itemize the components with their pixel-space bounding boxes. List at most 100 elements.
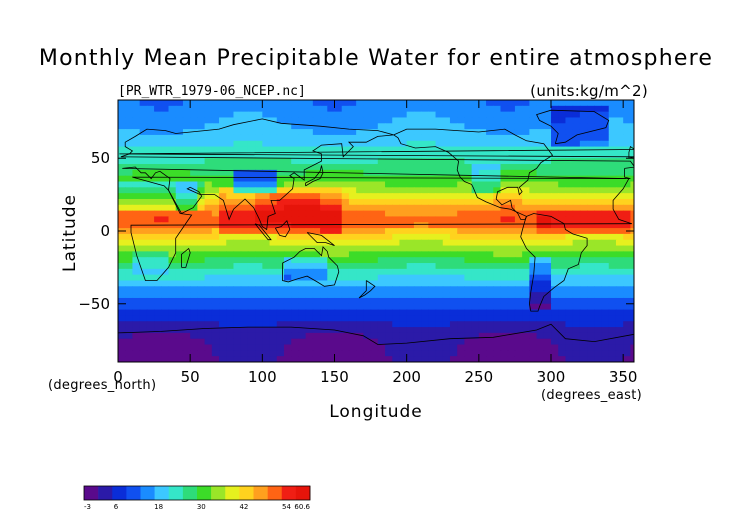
field-cell	[204, 233, 213, 241]
field-cell	[255, 105, 263, 113]
field-cell	[565, 251, 574, 258]
field-cell	[623, 129, 631, 136]
field-cell	[507, 233, 516, 241]
field-cell	[269, 117, 278, 124]
field-cell	[204, 303, 213, 311]
field-cell	[493, 117, 502, 124]
field-cell	[197, 332, 206, 340]
field-cell	[211, 356, 220, 362]
field-cell	[211, 257, 220, 264]
field-cell	[255, 228, 263, 235]
field-cell	[623, 327, 631, 334]
field-cell	[211, 315, 220, 322]
field-cell	[370, 297, 379, 305]
field-cell	[161, 356, 170, 362]
field-cell	[558, 309, 567, 317]
field-cell	[500, 338, 509, 346]
field-cell	[341, 105, 350, 113]
field-cell	[594, 164, 603, 171]
field-cell	[377, 134, 386, 142]
field-cell	[543, 280, 552, 287]
field-cell	[428, 297, 437, 305]
field-cell	[507, 117, 516, 124]
field-cell	[305, 105, 314, 113]
field-cell	[139, 280, 148, 287]
field-cell	[291, 152, 300, 159]
field-cell	[211, 210, 220, 218]
field-cell	[493, 129, 502, 136]
field-cell	[298, 210, 307, 218]
field-cell	[601, 274, 610, 282]
field-cell	[442, 198, 451, 206]
field-cell	[601, 129, 610, 136]
field-cell	[154, 327, 162, 334]
field-cell	[233, 321, 242, 328]
field-cell	[320, 146, 328, 153]
field-cell	[197, 152, 206, 159]
field-cell	[298, 123, 307, 130]
field-cell	[154, 164, 162, 171]
field-cell	[587, 344, 595, 351]
field-cell	[305, 338, 314, 346]
field-cell	[233, 274, 242, 282]
field-cell	[457, 198, 466, 206]
field-cell	[132, 181, 141, 188]
field-cell	[341, 111, 350, 119]
field-cell	[630, 280, 634, 287]
field-cell	[175, 152, 184, 159]
field-cell	[204, 292, 213, 299]
field-cell	[507, 297, 516, 305]
field-cell	[305, 204, 314, 212]
field-cell	[457, 350, 466, 357]
field-cell	[594, 257, 603, 264]
field-cell	[413, 233, 422, 241]
field-cell	[442, 263, 451, 270]
field-cell	[399, 198, 408, 206]
field-cell	[406, 321, 415, 328]
field-cell	[507, 175, 516, 183]
field-cell	[269, 327, 278, 334]
field-cell	[377, 309, 386, 317]
field-cell	[529, 263, 538, 270]
field-cell	[471, 263, 480, 270]
field-cell	[385, 321, 393, 328]
field-cell	[125, 280, 134, 287]
field-cell	[413, 303, 422, 311]
field-cell	[161, 117, 170, 124]
field-cell	[464, 350, 473, 357]
field-cell	[579, 164, 588, 171]
field-cell	[594, 292, 603, 299]
field-cell	[182, 152, 191, 159]
field-cell	[255, 274, 263, 282]
field-cell	[377, 274, 386, 282]
field-cell	[247, 100, 256, 107]
field-cell	[435, 297, 444, 305]
field-cell	[204, 356, 213, 362]
field-cell	[168, 152, 177, 159]
field-cell	[514, 222, 523, 229]
field-cell	[385, 274, 393, 282]
field-cell	[298, 152, 307, 159]
field-cell	[146, 239, 155, 247]
y-tick-label: 0	[100, 222, 110, 240]
field-cell	[478, 233, 487, 241]
field-cell	[255, 321, 263, 328]
field-cell	[197, 187, 206, 194]
field-cell	[587, 129, 595, 136]
field-cell	[428, 257, 437, 264]
field-cell	[587, 297, 595, 305]
field-cell	[356, 245, 364, 252]
field-cell	[211, 193, 220, 200]
field-cell	[154, 169, 162, 177]
coast-borneo	[274, 220, 291, 238]
field-cell	[132, 140, 141, 148]
colorbar-tick-label: 30	[197, 503, 206, 511]
field-cell	[514, 315, 523, 322]
field-cell	[262, 175, 271, 183]
coast-north-america	[393, 128, 554, 220]
field-cell	[255, 297, 263, 305]
field-cell	[146, 158, 155, 165]
field-cell	[522, 239, 530, 247]
x-tick-label: 350	[609, 368, 638, 386]
field-cell	[255, 239, 263, 247]
